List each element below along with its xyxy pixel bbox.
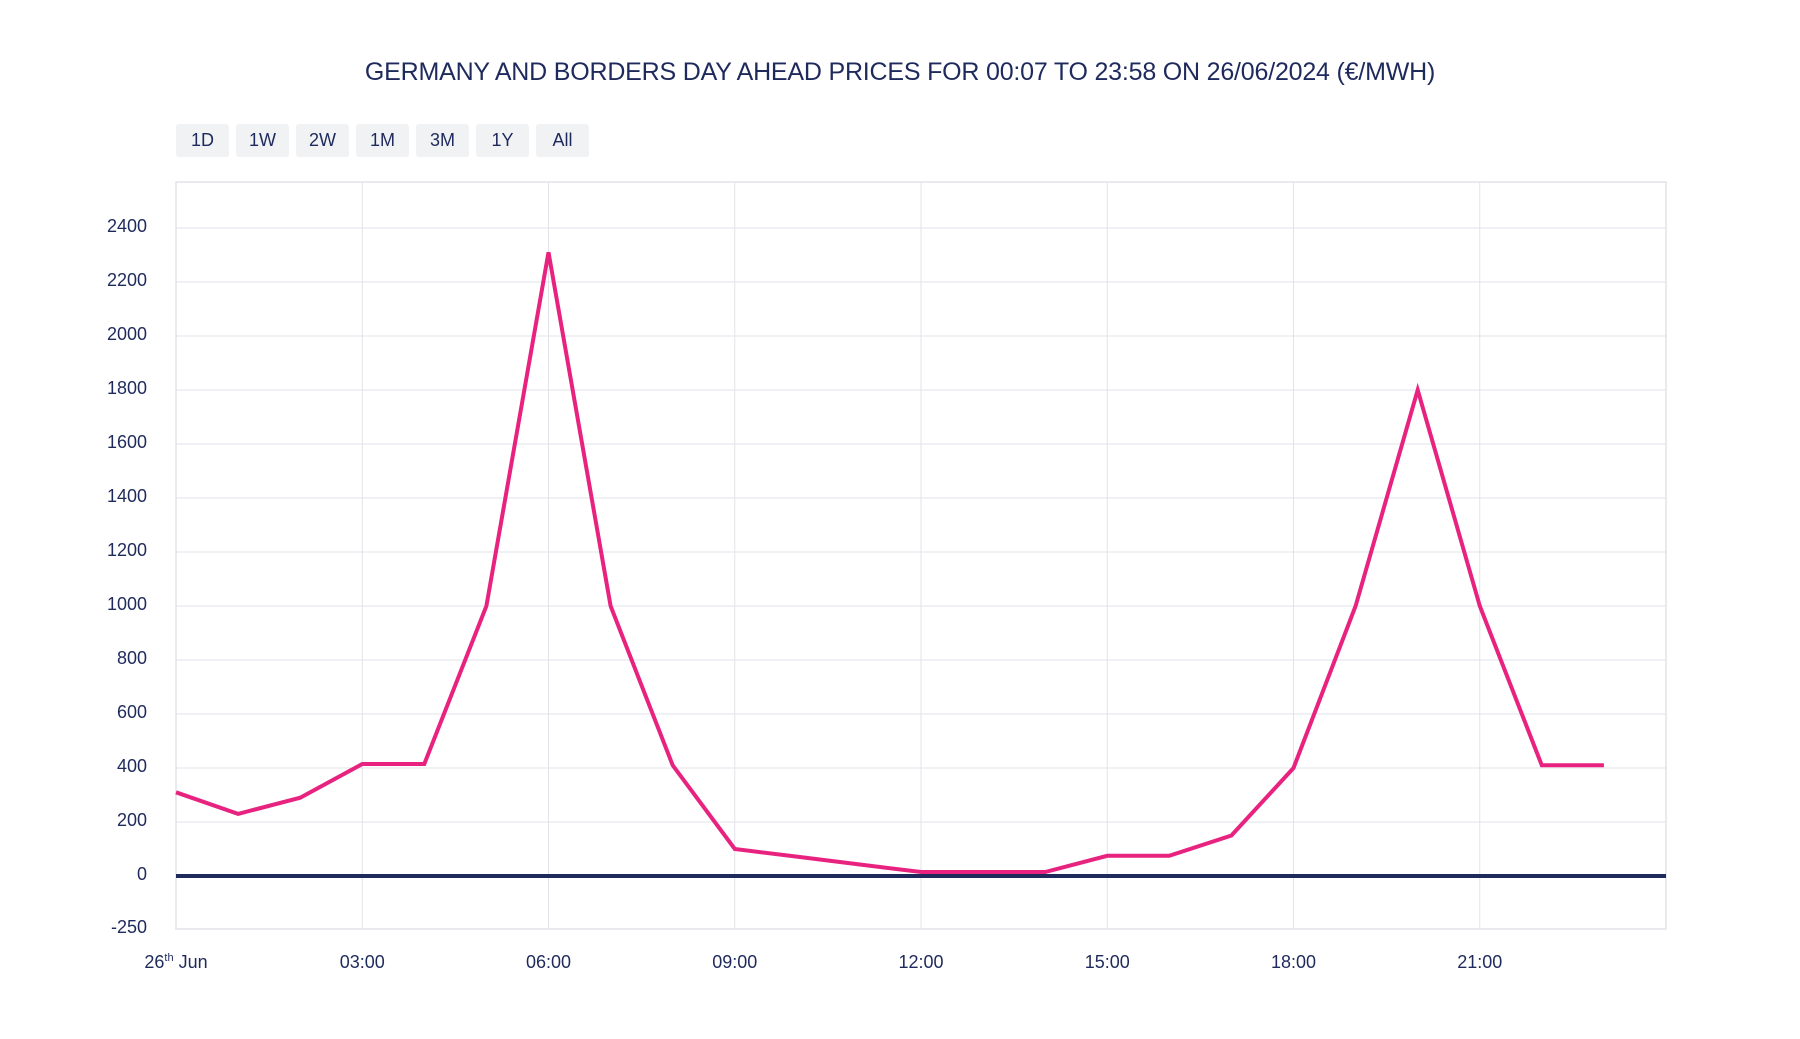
plot-border: [175, 181, 1667, 930]
y-tick-label: 2200: [107, 270, 147, 290]
y-tick-label: 600: [117, 702, 147, 722]
x-tick-label: 18:00: [1271, 952, 1316, 972]
range-button-2w[interactable]: 2W: [296, 124, 349, 157]
x-tick-label: 03:00: [340, 952, 385, 972]
y-tick-label: 1000: [107, 594, 147, 614]
y-tick-label: 1200: [107, 540, 147, 560]
y-tick-label: 400: [117, 756, 147, 776]
x-tick-label: 15:00: [1085, 952, 1130, 972]
y-tick-label: 1600: [107, 432, 147, 452]
y-tick-label: 0: [137, 864, 147, 884]
range-button-1m[interactable]: 1M: [356, 124, 409, 157]
range-button-1d[interactable]: 1D: [176, 124, 229, 157]
range-button-3m[interactable]: 3M: [416, 124, 469, 157]
x-tick-label: 06:00: [526, 952, 571, 972]
y-tick-label: 2400: [107, 216, 147, 236]
range-button-1y[interactable]: 1Y: [476, 124, 529, 157]
y-tick-label: 2000: [107, 324, 147, 344]
y-tick-label: 200: [117, 810, 147, 830]
y-tick-label: 1800: [107, 378, 147, 398]
x-tick-label: 21:00: [1457, 952, 1502, 972]
y-tick-label: 800: [117, 648, 147, 668]
x-tick-label: 26th Jun: [144, 952, 207, 972]
price-series-line: [175, 251, 1604, 874]
x-tick-label: 12:00: [898, 952, 943, 972]
x-tick-label: 09:00: [712, 952, 757, 972]
y-tick-label: 1400: [107, 486, 147, 506]
chart-title: GERMANY AND BORDERS DAY AHEAD PRICES FOR…: [364, 58, 1436, 86]
y-tick-label: -250: [111, 917, 147, 937]
range-button-1w[interactable]: 1W: [236, 124, 289, 157]
range-selector: 1D 1W 2W 1M 3M 1Y All: [176, 124, 589, 157]
range-button-all[interactable]: All: [536, 124, 589, 157]
